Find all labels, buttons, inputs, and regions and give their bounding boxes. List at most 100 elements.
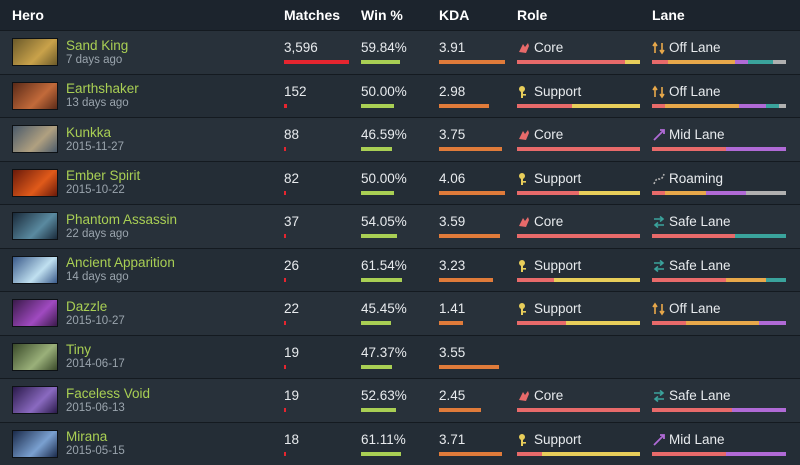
role-bar-core [517, 234, 640, 238]
table-row[interactable]: Earthshaker 13 days ago 152 50.00% 2.98 … [0, 74, 800, 118]
lane-label: Mid Lane [652, 127, 786, 143]
role-label: Support [517, 258, 640, 274]
lane-bar [652, 60, 786, 64]
hero-name-link[interactable]: Sand King [66, 38, 128, 53]
role-text: Support [534, 258, 581, 274]
lane-text: Off Lane [669, 84, 721, 100]
winrate-cell: 47.37% [353, 345, 431, 369]
role-bar [517, 191, 640, 195]
role-text: Core [534, 214, 563, 230]
matches-bar [284, 104, 287, 108]
tiny-avatar[interactable] [12, 343, 58, 371]
winrate-value: 47.37% [361, 345, 427, 361]
winrate-cell: 46.59% [353, 127, 431, 151]
kunkka-avatar[interactable] [12, 125, 58, 153]
lane-bar-segment [665, 104, 739, 108]
role-bar-support [554, 278, 640, 282]
kda-cell: 3.75 [431, 127, 509, 151]
lane-bar-segment [779, 104, 786, 108]
table-row[interactable]: Kunkka 2015-11-27 88 46.59% 3.75 Core [0, 117, 800, 161]
header-role[interactable]: Role [509, 7, 644, 23]
table-row[interactable]: Tiny 2014-06-17 19 47.37% 3.55 [0, 335, 800, 379]
lane-bar-segment [652, 191, 665, 195]
kda-value: 3.23 [439, 258, 505, 274]
hero-name-link[interactable]: Ancient Apparition [66, 255, 175, 270]
hero-name-link[interactable]: Faceless Void [66, 386, 150, 401]
ember-spirit-avatar[interactable] [12, 169, 58, 197]
hero-name-link[interactable]: Dazzle [66, 299, 125, 314]
offlane-icon [652, 85, 666, 99]
lane-label: Roaming [652, 171, 786, 187]
role-bar-core [517, 104, 572, 108]
hero-name-link[interactable]: Ember Spirit [66, 168, 140, 183]
faceless-void-avatar[interactable] [12, 386, 58, 414]
role-bar [517, 408, 640, 412]
matches-value: 19 [284, 345, 349, 361]
matches-value: 22 [284, 301, 349, 317]
lane-bar-segment [652, 60, 668, 64]
offlane-icon [652, 302, 666, 316]
matches-value: 88 [284, 127, 349, 143]
dazzle-avatar[interactable] [12, 299, 58, 327]
hero-name-link[interactable]: Tiny [66, 342, 125, 357]
header-hero[interactable]: Hero [0, 7, 276, 23]
matches-cell: 19 [276, 388, 353, 412]
lane-text: Off Lane [669, 40, 721, 56]
matches-cell: 22 [276, 301, 353, 325]
lane-bar-segment [652, 278, 726, 282]
table-row[interactable]: Faceless Void 2015-06-13 19 52.63% 2.45 … [0, 378, 800, 422]
hero-name-link[interactable]: Phantom Assassin [66, 212, 177, 227]
earthshaker-avatar[interactable] [12, 82, 58, 110]
table-row[interactable]: Dazzle 2015-10-27 22 45.45% 1.41 Support [0, 291, 800, 335]
winrate-value: 52.63% [361, 388, 427, 404]
hero-name-link[interactable]: Kunkka [66, 125, 124, 140]
lane-text: Safe Lane [669, 214, 731, 230]
lane-cell: Mid Lane [644, 127, 790, 151]
phantom-assassin-avatar[interactable] [12, 212, 58, 240]
table-row[interactable]: Sand King 7 days ago 3,596 59.84% 3.91 C… [0, 30, 800, 74]
lane-label: Mid Lane [652, 432, 786, 448]
winrate-bar [361, 147, 392, 151]
core-icon [517, 128, 531, 142]
header-winrate[interactable]: Win % [353, 7, 431, 23]
lane-bar [652, 191, 786, 195]
table-row[interactable]: Ember Spirit 2015-10-22 82 50.00% 4.06 S… [0, 161, 800, 205]
role-bar [517, 278, 640, 282]
role-cell: Core [509, 214, 644, 238]
last-played-date: 7 days ago [66, 53, 128, 67]
lane-bar-segment [748, 60, 772, 64]
hero-name-link[interactable]: Mirana [66, 429, 125, 444]
role-label: Support [517, 171, 640, 187]
matches-cell: 37 [276, 214, 353, 238]
kda-cell: 2.45 [431, 388, 509, 412]
kda-bar [439, 365, 499, 369]
support-icon [517, 85, 531, 99]
lane-bar-segment [766, 104, 779, 108]
winrate-bar [361, 321, 391, 325]
kda-cell: 3.71 [431, 432, 509, 456]
lane-bar [652, 452, 786, 456]
ancient-apparition-avatar[interactable] [12, 256, 58, 284]
table-row[interactable]: Ancient Apparition 14 days ago 26 61.54%… [0, 248, 800, 292]
hero-name-link[interactable]: Earthshaker [66, 81, 139, 96]
winrate-cell: 59.84% [353, 40, 431, 64]
lane-cell: Off Lane [644, 301, 790, 325]
kda-cell: 1.41 [431, 301, 509, 325]
matches-value: 37 [284, 214, 349, 230]
table-body: Sand King 7 days ago 3,596 59.84% 3.91 C… [0, 30, 800, 465]
lane-bar-segment [766, 278, 786, 282]
header-lane[interactable]: Lane [644, 7, 790, 23]
winrate-cell: 50.00% [353, 84, 431, 108]
kda-cell: 2.98 [431, 84, 509, 108]
role-bar [517, 452, 640, 456]
table-row[interactable]: Mirana 2015-05-15 18 61.11% 3.71 Support [0, 422, 800, 465]
header-kda[interactable]: KDA [431, 7, 509, 23]
support-icon [517, 433, 531, 447]
safelane-icon [652, 215, 666, 229]
sand-king-avatar[interactable] [12, 38, 58, 66]
mirana-avatar[interactable] [12, 430, 58, 458]
header-matches[interactable]: Matches [276, 7, 353, 23]
table-row[interactable]: Phantom Assassin 22 days ago 37 54.05% 3… [0, 204, 800, 248]
role-bar-support [566, 321, 640, 325]
hero-cell: Phantom Assassin 22 days ago [0, 212, 276, 241]
